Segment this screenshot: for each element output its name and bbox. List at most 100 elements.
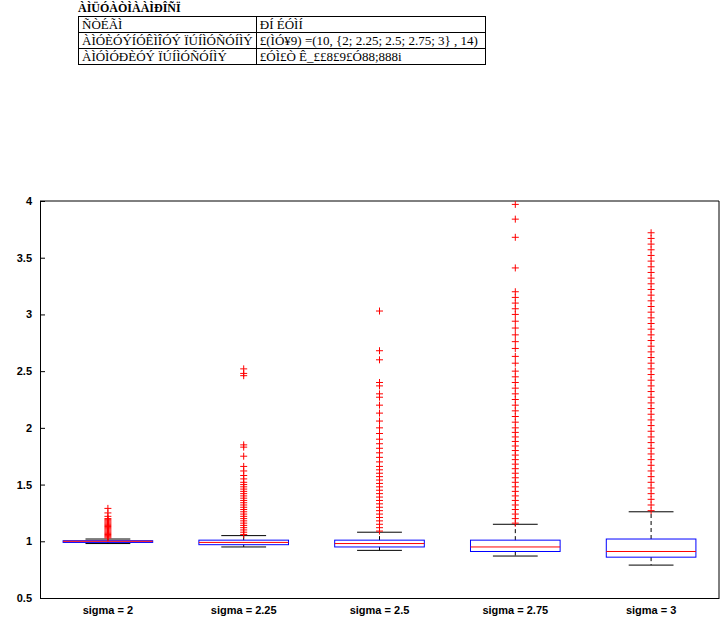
outlier: [512, 338, 519, 345]
box: [199, 540, 289, 545]
frame-right: [719, 201, 720, 598]
y-tick: 4: [26, 195, 45, 207]
outlier: [512, 288, 519, 295]
x-tick-label: sigma = 2.5: [350, 604, 410, 616]
lower-cap: [85, 543, 130, 544]
y-tick-mark: [40, 201, 45, 202]
y-tick: 2.5: [17, 365, 45, 377]
x-tick-label: sigma = 2.75: [482, 604, 548, 616]
y-tick-label: 1.5: [17, 479, 32, 491]
y-tick: 1: [26, 535, 45, 547]
lower-whisker: [515, 551, 516, 556]
y-tick-mark: [40, 258, 45, 259]
y-tick-mark: [40, 428, 45, 429]
outlier: [648, 229, 655, 236]
chart: 0.511.522.533.54sigma = 2sigma = 2.25sig…: [0, 0, 723, 624]
box-group: [470, 201, 560, 556]
boxes: [63, 201, 696, 565]
x-axis-line: [41, 598, 720, 599]
outlier: [512, 353, 519, 360]
outlier: [512, 216, 519, 223]
y-axis-line: [40, 202, 41, 599]
table-cell: ÀÌÓÈÓÝÍÓÊÌÎÓÝ ÏÚÍÌÓÑÓÍÌÝ: [79, 33, 257, 49]
frame-top: [40, 201, 719, 202]
lower-cap: [357, 550, 402, 551]
table-cell: ÐÍ ÉÓÌÍ: [256, 17, 485, 33]
median: [199, 542, 289, 543]
box-group: [63, 505, 153, 544]
box: [606, 539, 696, 557]
outlier: [376, 379, 383, 386]
outlier: [376, 308, 383, 315]
y-tick-mark: [40, 371, 45, 372]
x-tick: sigma = 2.75: [482, 598, 548, 616]
outlier: [240, 365, 247, 372]
outlier: [512, 368, 519, 375]
median: [335, 543, 425, 544]
lower-cap: [493, 556, 538, 557]
y-tick: 1.5: [17, 479, 45, 491]
x-tick-label: sigma = 3: [626, 604, 676, 616]
outlier: [512, 325, 519, 332]
median: [606, 551, 696, 552]
outlier: [512, 345, 519, 352]
y-tick-label: 3: [26, 308, 32, 320]
outlier: [376, 347, 383, 354]
table-cell: £ÓÌ£Ò Ê_££8£9£Ó88;888i: [256, 49, 485, 65]
outlier: [512, 234, 519, 241]
y-tick-mark: [40, 314, 45, 315]
header: ÀÌÜÓÀÒÌÀÀÌÐÎÑÏÑÒÉÃÌÐÍ ÉÓÌÍÀÌÓÈÓÝÍÓÊÌÎÓÝ …: [78, 0, 486, 65]
y-tick-label: 0.5: [17, 592, 32, 604]
outlier: [376, 410, 383, 417]
y-tick: 3: [26, 308, 45, 320]
y-tick-mark: [40, 485, 45, 486]
box-group: [199, 365, 289, 547]
table: ÑÒÉÃÌÐÍ ÉÓÌÍÀÌÓÈÓÝÍÓÊÌÎÓÝ ÏÚÍÌÓÑÓÍÌÝ£(ÌÓ…: [78, 16, 486, 65]
table-row: ÀÌÓÌÓÐÈÓÝ ÏÚÍÌÓÑÓÍÌÝ£ÓÌ£Ò Ê_££8£9£Ó88;88…: [79, 49, 486, 65]
plot: 0.511.522.533.54sigma = 2sigma = 2.25sig…: [17, 195, 720, 616]
lower-cap: [629, 565, 674, 566]
outlier: [512, 318, 519, 325]
table-cell: ÀÌÓÌÓÐÈÓÝ ÏÚÍÌÓÑÓÍÌÝ: [79, 49, 257, 65]
y-tick: 3.5: [17, 252, 45, 264]
x-tick-label: sigma = 2.25: [211, 604, 277, 616]
y-tick: 2: [26, 422, 45, 434]
lower-cap: [221, 546, 266, 547]
outlier: [376, 402, 383, 409]
outlier: [512, 360, 519, 367]
outlier: [376, 418, 383, 425]
outlier: [240, 463, 247, 470]
y-tick-mark: [40, 541, 45, 542]
outlier: [376, 424, 383, 431]
box: [470, 540, 560, 551]
y-tick-label: 3.5: [17, 252, 32, 264]
x-axis: sigma = 2 sigma = 2.25 sigma = 2.5 sigma = …: [41, 598, 720, 616]
upper-whisker: [651, 512, 652, 539]
table-cell: ÑÒÉÃÌ: [79, 17, 257, 33]
table-row: ÑÒÉÃÌÐÍ ÉÓÌÍ: [79, 17, 486, 33]
outlier: [512, 331, 519, 338]
box: [335, 540, 425, 547]
y-axis: 0.5 1 1.5 2 2.5 3 3.5 4: [17, 195, 45, 604]
x-tick-label: sigma = 2: [83, 604, 133, 616]
box-group: [606, 229, 696, 565]
x-tick: sigma = 2.25: [211, 598, 277, 616]
outlier: [376, 390, 383, 397]
median: [470, 546, 560, 547]
outlier: [240, 441, 247, 448]
upper-whisker: [515, 524, 516, 540]
box-group: [335, 308, 425, 551]
y-tick-label: 1: [26, 535, 32, 547]
outlier: [240, 453, 247, 460]
outlier: [512, 201, 519, 208]
table-row: ÀÌÓÈÓÝÍÓÊÌÎÓÝ ÏÚÍÌÓÑÓÍÌÝ£(ÌÓ¥9) =(10, {2…: [79, 33, 486, 49]
lower-whisker: [379, 547, 380, 550]
table-cell: £(ÌÓ¥9) =(10, {2; 2.25; 2.5; 2.75; 3} , …: [256, 33, 485, 49]
outlier: [104, 505, 111, 512]
y-tick-label: 2.5: [17, 365, 32, 377]
x-tick: sigma = 2.5: [350, 598, 410, 616]
outlier: [512, 264, 519, 271]
x-tick: sigma = 2: [83, 598, 133, 616]
lower-whisker: [651, 557, 652, 565]
y-tick-label: 2: [26, 422, 32, 434]
